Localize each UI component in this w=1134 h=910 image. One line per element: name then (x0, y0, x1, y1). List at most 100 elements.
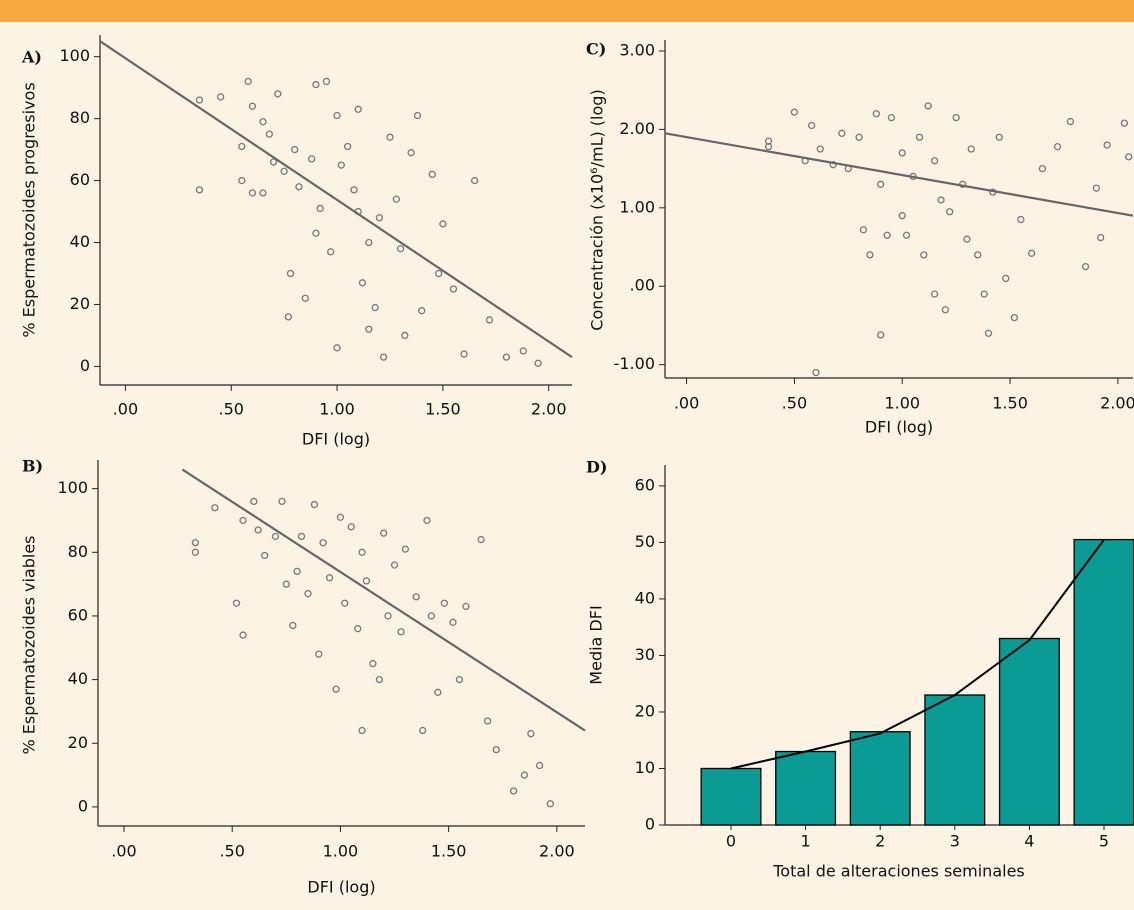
point (301, 294, 309, 302)
point (790, 108, 799, 116)
point (974, 251, 982, 259)
point (460, 350, 468, 358)
y-axis-label: % Espermatozoides progresivos (20, 82, 39, 337)
y-tick-label: 60 (70, 170, 90, 189)
y-tick-label: 20 (68, 733, 88, 752)
panel-label: D) (586, 458, 607, 477)
bar (849, 731, 911, 826)
y-tick-label: 60 (68, 605, 88, 624)
point (269, 158, 278, 166)
point (259, 118, 267, 126)
point (293, 567, 301, 576)
point (872, 110, 881, 118)
point (261, 551, 269, 560)
point (282, 580, 290, 588)
x-tick-label: .50 (219, 842, 244, 861)
y-tick-label: 10 (635, 758, 655, 777)
point (898, 212, 906, 220)
point (232, 599, 241, 607)
point (439, 220, 447, 228)
point (1053, 143, 1062, 151)
point (392, 195, 400, 203)
point (350, 186, 358, 194)
x-tick-label: 1 (801, 832, 811, 851)
point (855, 133, 863, 141)
point (930, 290, 939, 298)
point (427, 612, 435, 620)
point (248, 102, 257, 110)
point (428, 170, 436, 179)
point (316, 204, 324, 213)
point (413, 111, 422, 120)
point (449, 618, 457, 626)
point (995, 133, 1003, 141)
point (898, 149, 906, 157)
point (434, 688, 442, 696)
x-tick-label: .00 (674, 394, 699, 413)
y-tick-label: 0 (80, 356, 90, 375)
point (347, 523, 355, 531)
point (297, 532, 306, 541)
y-tick-label: 2.00 (619, 119, 655, 138)
point (509, 787, 518, 795)
point (519, 347, 527, 355)
x-tick-label: 1.50 (431, 842, 467, 861)
point (412, 593, 420, 601)
point (967, 145, 975, 153)
point (278, 497, 286, 506)
x-tick-label: 4 (1024, 832, 1034, 851)
x-tick-label: 1.00 (884, 394, 920, 413)
point (877, 180, 885, 188)
x-tick-label: 1.00 (323, 842, 359, 861)
point (333, 344, 341, 352)
y-tick-label: 100 (59, 46, 90, 65)
point (1017, 215, 1025, 224)
point (440, 599, 448, 607)
point (866, 251, 874, 259)
point (341, 599, 349, 607)
point (265, 130, 273, 138)
point (365, 238, 373, 247)
point (937, 196, 945, 204)
y-tick-label: -1.00 (614, 354, 655, 373)
x-tick-label: .50 (219, 400, 244, 419)
y-tick-label: 20 (635, 701, 655, 720)
point (435, 269, 443, 278)
x-tick-label: 2 (875, 832, 885, 851)
point (1081, 262, 1090, 271)
point (902, 231, 911, 239)
point (322, 77, 331, 86)
point (483, 717, 492, 725)
point (492, 745, 500, 754)
point (418, 307, 426, 315)
point (358, 279, 367, 287)
point (984, 329, 993, 337)
y-tick-label: 100 (57, 478, 88, 497)
x-tick-label: 5 (1099, 832, 1109, 851)
point (829, 161, 837, 169)
header-bar (0, 0, 1134, 22)
y-tick-label: 40 (68, 669, 88, 688)
x-axis-label: DFI (log) (307, 878, 375, 897)
point (1092, 184, 1100, 192)
point (952, 113, 960, 122)
y-tick-label: 40 (70, 232, 90, 251)
bar (998, 637, 1060, 826)
point (883, 231, 891, 239)
point (191, 548, 200, 556)
point (384, 612, 392, 620)
point (812, 368, 820, 377)
x-axis-label: Total de alteraciones seminales (772, 862, 1025, 881)
point (369, 660, 377, 668)
point (291, 145, 299, 154)
point (239, 631, 247, 639)
point (238, 142, 246, 151)
point (535, 761, 544, 770)
x-tick-label: .50 (782, 394, 807, 413)
point (423, 516, 431, 525)
point (195, 186, 204, 194)
point (379, 353, 388, 361)
point (1120, 119, 1129, 127)
point (250, 497, 258, 506)
